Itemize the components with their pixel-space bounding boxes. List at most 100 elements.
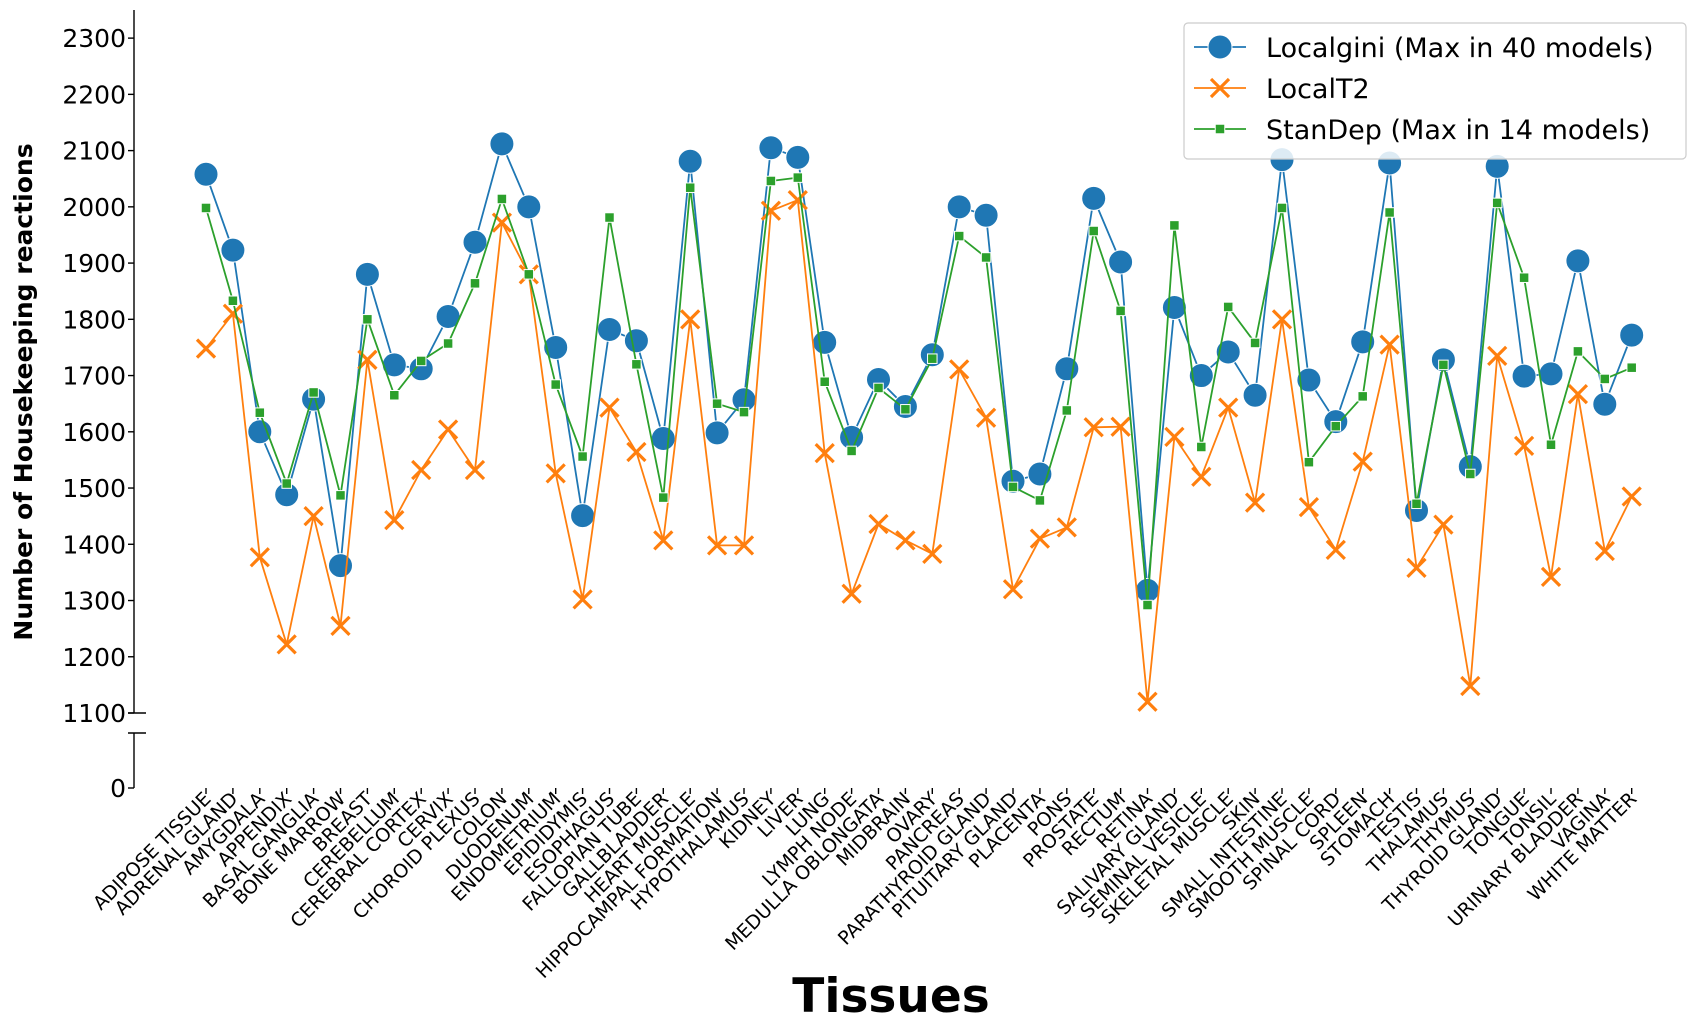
- data-point: [281, 478, 292, 489]
- data-point: [1513, 435, 1535, 456]
- data-point: [437, 419, 459, 440]
- data-point: [1538, 361, 1564, 387]
- data-point: [1567, 383, 1589, 405]
- data-point: [680, 309, 701, 330]
- data-point: [550, 379, 561, 390]
- data-point: [330, 615, 351, 636]
- data-point: [787, 189, 808, 211]
- y-tick-label: 0: [110, 774, 126, 803]
- y-tick-label: 1900: [62, 249, 126, 278]
- legend-entry: Localgini (Max in 40 models): [1194, 33, 1654, 64]
- data-point: [841, 583, 862, 604]
- data-point: [785, 144, 811, 170]
- data-point: [543, 334, 569, 360]
- data-point: [1540, 566, 1562, 588]
- data-point: [442, 338, 454, 349]
- data-point: [354, 261, 380, 287]
- data-point: [570, 503, 596, 529]
- data-point: [1594, 540, 1615, 562]
- data-point: [254, 407, 266, 418]
- data-point: [1244, 492, 1266, 513]
- data-point: [1619, 322, 1645, 348]
- data-point: [1487, 345, 1508, 367]
- data-point: [1433, 514, 1454, 535]
- legend-marker: [1209, 77, 1231, 99]
- data-point: [604, 212, 615, 223]
- data-point: [469, 278, 481, 289]
- data-point: [1406, 557, 1427, 579]
- data-point: [1296, 367, 1322, 393]
- series-line: [205, 199, 1633, 703]
- data-point: [1465, 468, 1476, 480]
- series-0: [193, 131, 1645, 603]
- data-point: [1565, 248, 1591, 274]
- data-point: [220, 237, 246, 263]
- x-axis-label: Tissues: [792, 969, 989, 1024]
- data-point: [411, 459, 432, 481]
- legend: Localgini (Max in 40 models) LocalT2 StanD…: [1183, 22, 1687, 160]
- series-1: [195, 189, 1642, 712]
- data-point: [792, 172, 804, 183]
- data-point: [706, 535, 728, 556]
- data-point: [975, 407, 997, 428]
- data-point: [733, 535, 755, 556]
- data-point: [1164, 426, 1185, 447]
- data-point: [1034, 495, 1046, 506]
- data-point: [200, 202, 212, 214]
- data-point: [1438, 359, 1449, 371]
- data-point: [1188, 363, 1214, 389]
- data-point: [650, 426, 676, 452]
- data-point: [1352, 451, 1373, 472]
- data-point: [758, 135, 784, 161]
- data-point: [973, 202, 999, 228]
- data-point: [949, 359, 970, 380]
- data-point: [819, 376, 830, 387]
- y-tick-label: 2300: [62, 24, 126, 53]
- legend-label: LocalT2: [1266, 74, 1370, 105]
- data-point: [760, 200, 782, 221]
- series-2: [200, 172, 1637, 611]
- legend-entry: LocalT2: [1194, 74, 1370, 105]
- y-tick-label: 1600: [62, 418, 126, 447]
- y-tick-label: 2200: [62, 80, 126, 109]
- data-point: [900, 404, 911, 415]
- data-point: [1626, 362, 1637, 373]
- legend-label: Localgini (Max in 40 models): [1266, 33, 1654, 64]
- data-point: [1088, 225, 1099, 237]
- y-tick-label: 2100: [62, 137, 126, 166]
- data-point: [922, 543, 943, 564]
- data-point: [1061, 405, 1073, 416]
- data-point: [1115, 305, 1126, 317]
- data-point: [1350, 329, 1376, 355]
- y-axis: 0 1100 1200 1300 1400 1500 1600 1700 1800 1900 200…: [62, 10, 146, 803]
- data-point: [1599, 373, 1611, 385]
- data-point: [812, 329, 838, 355]
- data-point: [623, 328, 649, 354]
- data-point: [415, 355, 427, 367]
- data-point: [765, 175, 777, 187]
- data-point: [516, 194, 542, 220]
- y-tick-label: 2000: [62, 193, 126, 222]
- legend-entry: StanDep (Max in 14 models): [1194, 115, 1650, 146]
- data-point: [523, 269, 535, 280]
- data-point: [1511, 363, 1537, 389]
- data-point: [1007, 481, 1019, 493]
- data-point: [462, 229, 488, 255]
- data-point: [381, 352, 407, 378]
- data-point: [193, 161, 219, 187]
- data-point: [1218, 397, 1239, 418]
- data-point: [1110, 416, 1131, 437]
- legend-frame: [1183, 22, 1687, 160]
- y-tick-label: 1200: [62, 643, 126, 672]
- data-point: [308, 387, 319, 398]
- data-point: [1222, 301, 1234, 313]
- data-point: [1621, 486, 1642, 507]
- data-point: [222, 303, 244, 324]
- data-point: [1325, 539, 1346, 561]
- y-tick-label: 1300: [62, 587, 126, 616]
- data-point: [1491, 197, 1503, 209]
- data-point: [227, 295, 239, 307]
- data-point: [873, 382, 884, 394]
- data-point: [464, 459, 486, 481]
- y-tick-label: 1700: [62, 362, 126, 391]
